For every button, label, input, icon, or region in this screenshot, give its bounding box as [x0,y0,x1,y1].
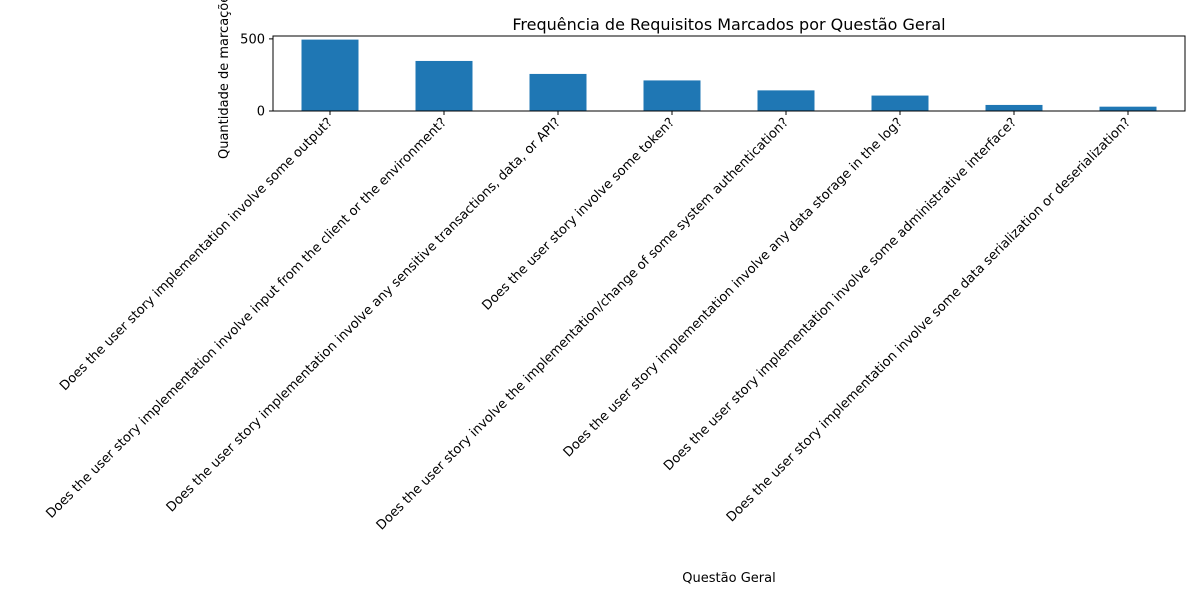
bar [529,73,587,111]
x-tick-label: Does the user story implementation invol… [57,115,336,394]
bar [301,39,359,111]
x-tick-label: Does the user story implementation invol… [164,115,564,515]
bar [415,60,473,111]
bar [1099,106,1157,111]
bar [871,95,929,111]
x-axis-label: Questão Geral [682,571,775,586]
chart-title: Frequência de Requisitos Marcados por Qu… [512,15,945,34]
x-tick-label: Does the user story involve some token? [479,115,677,313]
y-axis-label: Quantidade de marcações [217,0,232,159]
x-tick-label: Does the user story implementation invol… [43,115,449,521]
bar [643,80,701,111]
x-tick-label: Does the user story involve the implemen… [374,115,792,533]
y-tick-label: 500 [240,32,265,47]
y-tick-label: 0 [257,105,265,120]
plot-frame [272,35,1186,112]
bar [985,104,1043,111]
bar [757,90,815,111]
x-tick-label: Does the user story implementation invol… [724,115,1134,525]
